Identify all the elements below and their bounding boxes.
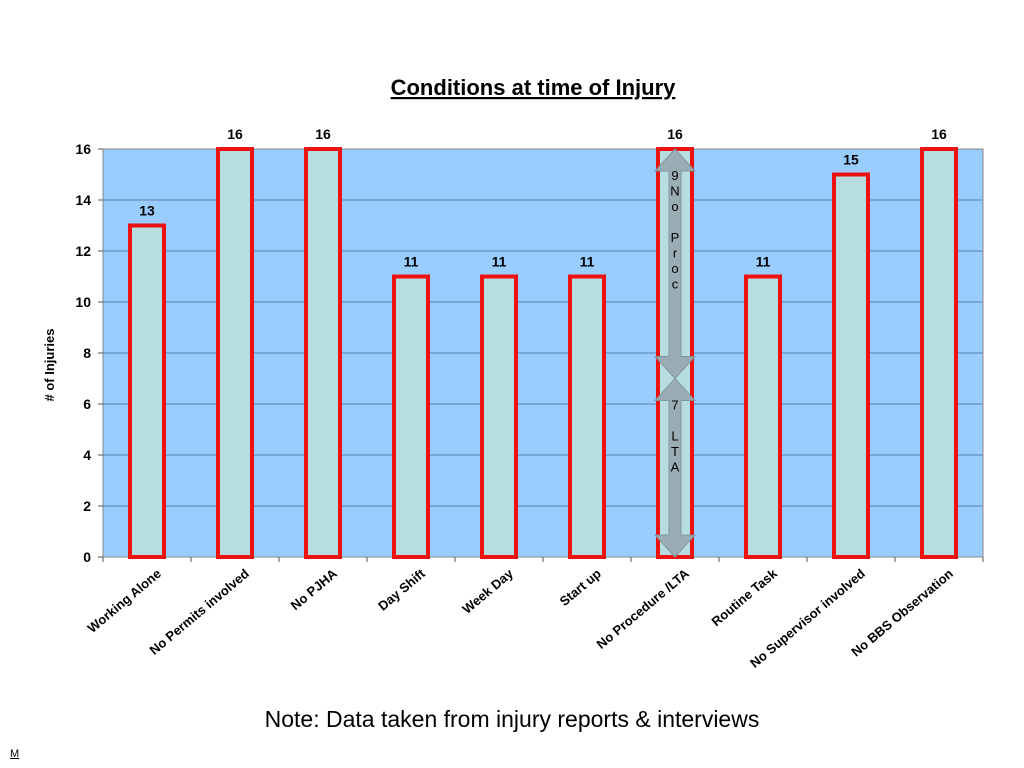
data-label: 11 <box>580 254 595 270</box>
annotation-text: T <box>671 444 679 459</box>
data-label: 16 <box>667 126 683 142</box>
annotation-text: r <box>673 246 678 261</box>
category-label: Day Shift <box>375 565 428 613</box>
bar[interactable] <box>216 147 254 559</box>
corner-mark[interactable]: M <box>10 748 20 760</box>
y-axis-title: # of Injuries <box>42 329 57 402</box>
data-label: 16 <box>931 126 947 142</box>
double-arrow-icon <box>653 377 697 558</box>
bar[interactable] <box>568 274 606 559</box>
annotation-text: 7 <box>671 398 678 413</box>
y-tick-label: 4 <box>83 447 91 463</box>
annotation-text: P <box>671 230 680 245</box>
category-label: No PJHA <box>288 565 341 613</box>
category-label: Working Alone <box>85 566 164 636</box>
y-tick-label: 8 <box>83 345 91 361</box>
bar[interactable] <box>480 274 518 559</box>
chart: Conditions at time of Injury 0 2 4 6 8 10 12 14… <box>42 75 984 671</box>
chart-title: Conditions at time of Injury <box>391 75 677 100</box>
y-tick-label: 6 <box>83 396 91 412</box>
bar[interactable] <box>304 147 342 559</box>
bar[interactable] <box>920 147 958 559</box>
data-label: 11 <box>404 254 419 270</box>
footnote: Note: Data taken from injury reports & i… <box>264 706 760 732</box>
data-label: 13 <box>139 203 155 219</box>
category-label: No Permits involved <box>147 566 252 658</box>
data-label: 16 <box>315 126 331 142</box>
annotation-text: L <box>671 429 678 444</box>
y-tick-label: 2 <box>83 498 91 514</box>
bar[interactable] <box>392 274 430 559</box>
data-label: 11 <box>756 254 771 270</box>
y-tick-label: 12 <box>75 243 91 259</box>
data-label: 11 <box>492 254 507 270</box>
category-label: Routine Task <box>708 565 780 629</box>
y-tick-label: 16 <box>75 141 91 157</box>
bar[interactable] <box>832 172 870 559</box>
annotation-text: o <box>671 199 678 214</box>
annotation-text: A <box>671 460 680 475</box>
annotation-text: c <box>672 277 679 292</box>
annotation-text: N <box>670 184 679 199</box>
annotation-text: o <box>671 261 678 276</box>
annotation-text: 9 <box>671 168 678 183</box>
bar[interactable] <box>128 223 166 559</box>
y-tick-label: 14 <box>75 192 91 208</box>
y-tick-label: 10 <box>75 294 91 310</box>
data-label: 15 <box>843 152 859 168</box>
category-label: Start up <box>557 566 604 609</box>
category-label: No Procedure /LTA <box>594 565 693 651</box>
y-tick-label: 0 <box>83 549 91 565</box>
bar[interactable] <box>744 274 782 559</box>
category-label: Week Day <box>459 565 516 616</box>
data-label: 16 <box>227 126 243 142</box>
